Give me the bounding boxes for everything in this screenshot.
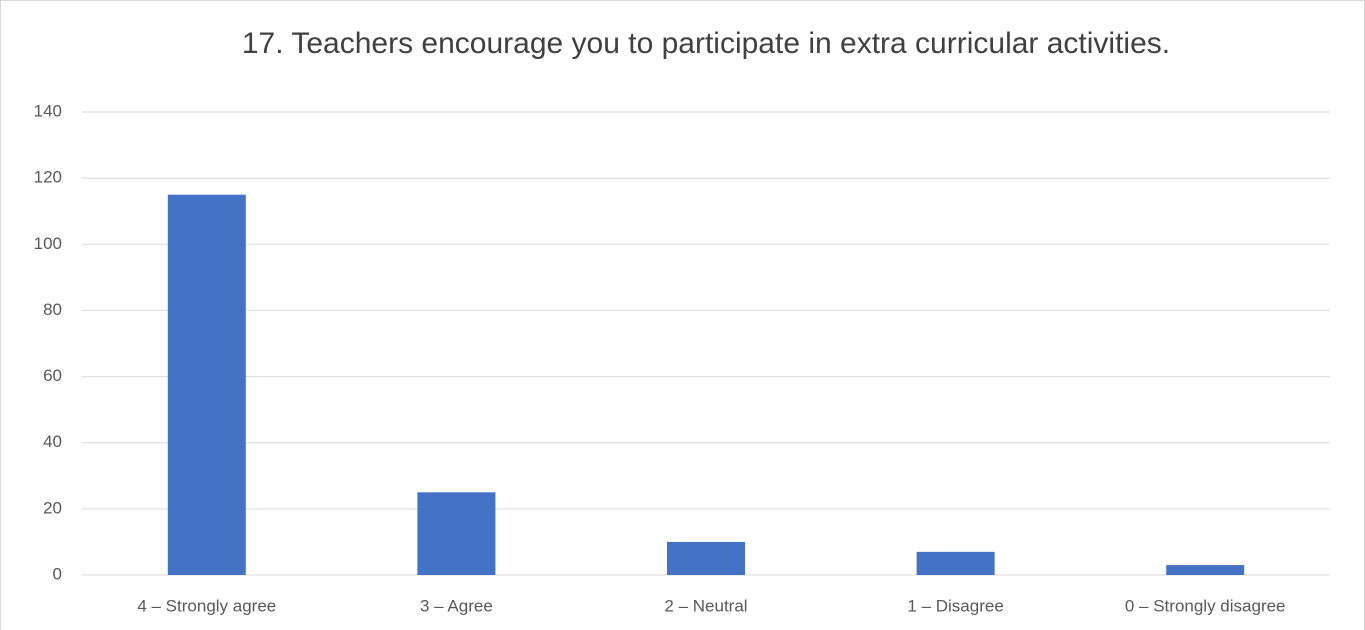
bar (417, 492, 496, 575)
x-tick-label: 1 – Disagree (907, 596, 1003, 615)
y-tick-label: 0 (53, 564, 62, 583)
y-tick-label: 120 (34, 168, 62, 187)
y-tick-label: 60 (43, 366, 62, 385)
x-tick-label: 0 – Strongly disagree (1125, 596, 1286, 615)
y-tick-label: 100 (34, 234, 62, 253)
bar (916, 551, 995, 575)
x-tick-label: 3 – Agree (420, 596, 493, 615)
y-tick-label: 140 (34, 101, 62, 120)
y-tick-label: 40 (43, 432, 62, 451)
bar (1166, 565, 1245, 575)
bar (167, 194, 246, 575)
bar (667, 541, 745, 575)
chart-title: 17. Teachers encourage you to participat… (242, 27, 1170, 60)
x-tick-label: 2 – Neutral (664, 596, 747, 615)
y-tick-label: 80 (43, 300, 62, 319)
x-tick-label: 4 – Strongly agree (137, 596, 276, 615)
y-tick-label: 20 (43, 498, 62, 517)
